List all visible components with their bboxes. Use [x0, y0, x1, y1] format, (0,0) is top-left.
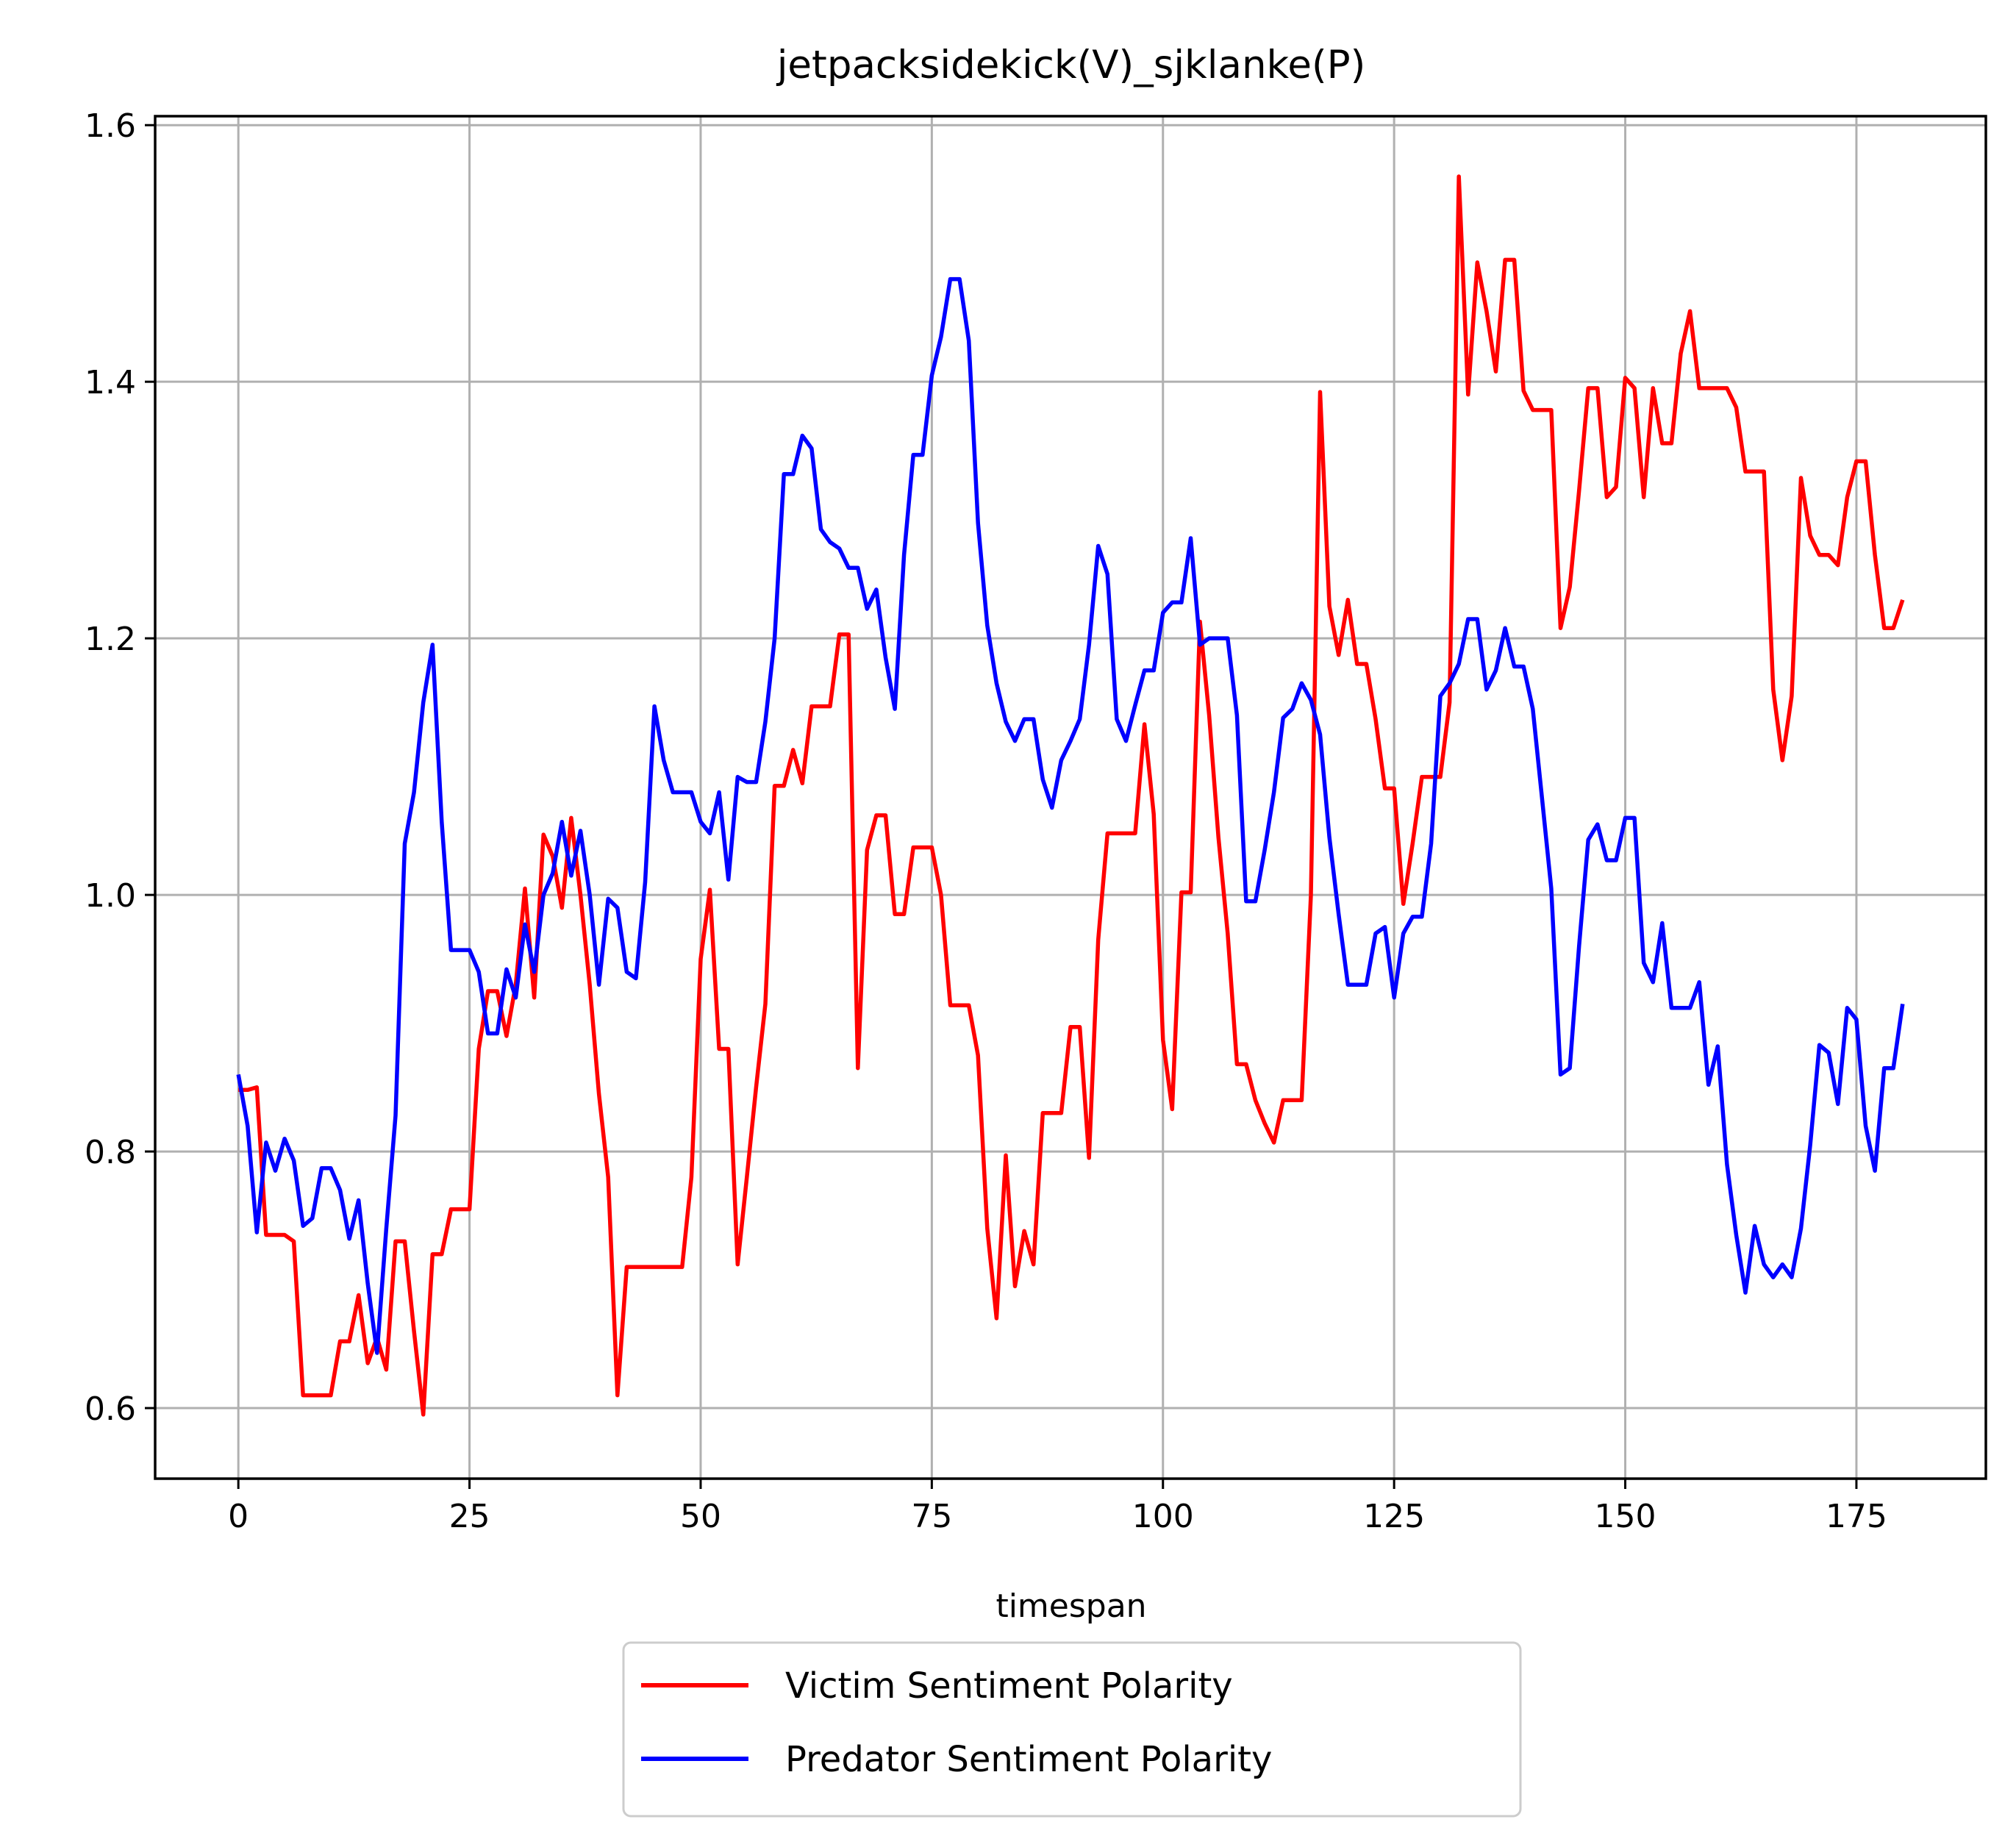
- chart-title: jetpacksidekick(V)_sjklanke(P): [776, 43, 1366, 87]
- x-tick-label: 25: [449, 1498, 490, 1535]
- legend: Victim Sentiment Polarity Predator Senti…: [622, 1641, 1522, 1818]
- x-tick-label: 100: [1132, 1498, 1194, 1535]
- y-tick-label: 1.2: [85, 621, 136, 658]
- legend-box: [622, 1641, 1522, 1818]
- series-line-predator: [236, 276, 1905, 1355]
- y-tick-label: 1.4: [85, 364, 136, 401]
- x-tick-label: 175: [1826, 1498, 1887, 1535]
- x-tick-label: 0: [228, 1498, 249, 1535]
- y-tick-label: 0.6: [85, 1390, 136, 1428]
- legend-label-predator: Predator Sentiment Polarity: [785, 1739, 1272, 1780]
- x-axis-label: timespan: [996, 1587, 1146, 1625]
- x-tick-label: 50: [680, 1498, 721, 1535]
- x-tick-label: 75: [911, 1498, 952, 1535]
- x-tick-label: 150: [1595, 1498, 1656, 1535]
- axis-ticks: 0 25 50 75 100 125 150 175 0.6 0.8 1.0 1.2 1.4 1.6: [85, 107, 1887, 1535]
- y-tick-label: 1.6: [85, 107, 136, 145]
- y-tick-label: 0.8: [85, 1134, 136, 1171]
- x-tick-label: 125: [1363, 1498, 1425, 1535]
- plot-frame: [154, 115, 1987, 1480]
- plot-series: [236, 174, 1905, 1417]
- legend-label-victim: Victim Sentiment Polarity: [785, 1665, 1233, 1707]
- y-tick-label: 1.0: [85, 877, 136, 915]
